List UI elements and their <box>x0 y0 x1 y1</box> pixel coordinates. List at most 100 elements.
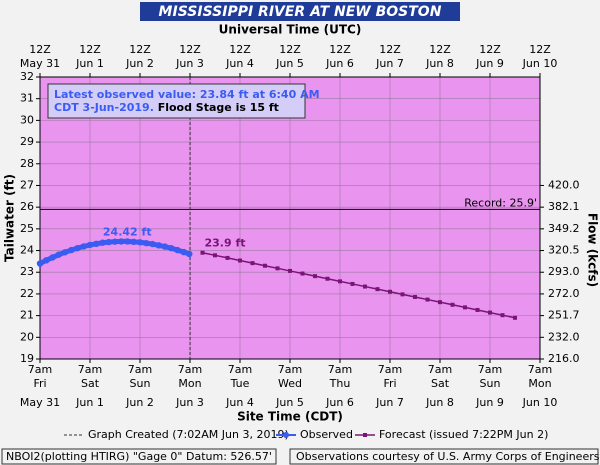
x2-tick-date: Jun 8 <box>425 57 454 70</box>
x-tick-date: Jun 3 <box>175 396 204 409</box>
observed-point <box>99 239 106 246</box>
x-axis-title: Site Time (CDT) <box>237 410 343 424</box>
forecast-point <box>413 294 417 299</box>
observed-point <box>111 238 119 245</box>
observed-point <box>74 244 81 252</box>
x-tick-label: 7am <box>378 363 402 376</box>
forecast-point <box>438 300 442 305</box>
x2-tick-label: 12Z <box>229 43 251 56</box>
x-tick-date: Jun 8 <box>425 396 454 409</box>
y-tick-label: 19 <box>20 352 34 365</box>
observed-point <box>180 248 187 256</box>
observed-point <box>43 257 50 264</box>
forecast-point <box>350 281 355 286</box>
y-tick-label: 29 <box>20 135 34 148</box>
y2-tick-label: 251.7 <box>548 309 580 322</box>
legend-forecast-marker <box>363 433 367 437</box>
observed-point <box>174 246 181 254</box>
x-tick-date: May 31 <box>20 396 60 409</box>
y2-tick-label: 232.0 <box>548 330 580 343</box>
y-tick-label: 32 <box>20 70 34 83</box>
x2-tick-date: Jun 10 <box>522 57 558 70</box>
series-line <box>202 251 516 319</box>
observed-point <box>168 244 175 252</box>
observed-point <box>105 238 112 246</box>
x-tick-weekday: Mon <box>528 377 551 390</box>
forecast-point <box>250 261 255 266</box>
observed-point <box>118 238 125 245</box>
observed-point <box>143 239 150 247</box>
chart-title: MISSISSIPPI RIVER AT NEW BOSTON <box>159 4 442 20</box>
x2-tick-date: Jun 2 <box>125 57 154 70</box>
x2-tick-date: Jun 9 <box>475 57 504 70</box>
x2-tick-date: Jun 6 <box>325 57 354 70</box>
note-line: Latest observed value: 23.84 ft at 6:40 … <box>54 88 320 101</box>
forecast-point <box>225 255 230 260</box>
plot-area: Record: 25.9' 24.42 ft 23.9 ft <box>36 73 544 363</box>
x-tick-weekday: Fri <box>383 377 396 390</box>
forecast-point <box>488 310 492 315</box>
observed-point <box>186 250 193 258</box>
y-axis-title: Tailwater (ft) <box>3 174 17 262</box>
y-tick-label: 20 <box>20 330 34 343</box>
x-tick-date: Jun 5 <box>275 396 304 409</box>
forecast-point <box>238 258 242 263</box>
x2-tick-date: Jun 7 <box>375 57 404 70</box>
observed-point <box>49 254 56 261</box>
y2-tick-label: 349.2 <box>548 222 580 235</box>
observed-point <box>124 238 131 245</box>
legend-label: Graph Created (7:02AM Jun 3, 2019) <box>88 428 289 441</box>
forecast-point <box>400 292 405 297</box>
x-tick-label: 7am <box>128 363 152 376</box>
forecast-point <box>338 279 342 284</box>
y-tick-label: 25 <box>20 222 34 235</box>
x-tick-weekday: Thu <box>329 377 351 390</box>
x-tick-label: 7am <box>78 363 102 376</box>
x2-tick-label: 12Z <box>79 43 101 56</box>
y-tick-label: 30 <box>20 113 34 126</box>
observed-point <box>61 249 69 256</box>
x2-tick-label: 12Z <box>529 43 551 56</box>
footer-right: Observations courtesy of U.S. Army Corps… <box>296 450 600 463</box>
x-tick-label: 7am <box>228 363 252 376</box>
x-tick-date: Jun 4 <box>225 396 254 409</box>
x-tick-date: Jun 6 <box>325 396 354 409</box>
x-tick-label: 7am <box>28 363 52 376</box>
y-tick-label: 23 <box>20 265 34 278</box>
footer-left: NBOI2(plotting HTIRG) "Gage 0" Datum: 52… <box>6 450 272 463</box>
legend-observed-marker <box>283 432 289 438</box>
forecast-point <box>213 253 217 258</box>
x-tick-date: Jun 10 <box>522 396 558 409</box>
x-tick-weekday: Sat <box>431 377 450 390</box>
x2-axis-title: Universal Time (UTC) <box>219 23 362 37</box>
forecast-point <box>200 250 205 255</box>
x-tick-label: 7am <box>328 363 352 376</box>
forecast-point <box>500 313 505 318</box>
y-tick-label: 27 <box>20 178 34 191</box>
observed-point <box>55 251 62 258</box>
forecast-point <box>450 302 455 307</box>
x-tick-weekday: Fri <box>33 377 46 390</box>
x-tick-date: Jun 7 <box>375 396 404 409</box>
point-label: 24.42 ft <box>103 225 152 238</box>
y2-tick-label: 382.1 <box>548 200 580 213</box>
y-tick-label: 21 <box>20 309 34 322</box>
legend-label: Forecast (issued 7:22PM Jun 2) <box>379 428 548 441</box>
y-tick-label: 22 <box>20 287 34 300</box>
observed-point <box>86 241 94 249</box>
forecast-point <box>275 266 280 271</box>
observed-point <box>80 243 87 250</box>
x2-tick-label: 12Z <box>179 43 201 56</box>
x2-tick-date: Jun 3 <box>175 57 204 70</box>
x-tick-date: Jun 2 <box>125 396 154 409</box>
record-label: Record: 25.9' <box>464 196 537 209</box>
x2-tick-date: Jun 5 <box>275 57 304 70</box>
point-label: 23.9 ft <box>205 237 246 250</box>
forecast-point <box>463 305 467 310</box>
y2-tick-label: 293.0 <box>548 265 580 278</box>
footer-box <box>1 448 277 465</box>
plot-frame <box>39 76 541 360</box>
forecast-point <box>363 284 367 289</box>
y-tick-label: 26 <box>20 200 34 213</box>
legend-label: Observed <box>300 428 353 441</box>
